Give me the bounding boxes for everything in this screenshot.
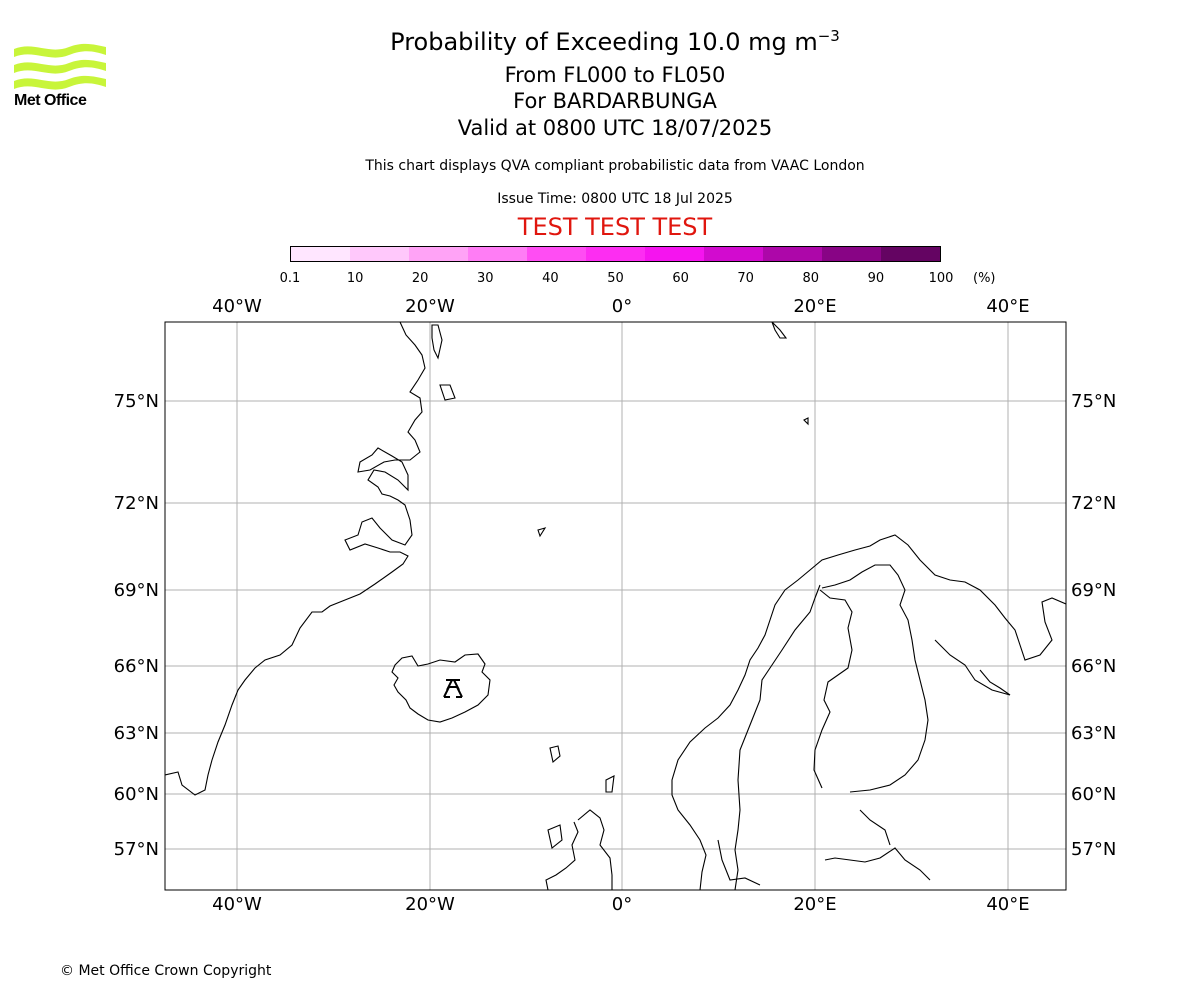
lat-label-right: 75°N bbox=[1071, 391, 1116, 412]
lat-label-left: 57°N bbox=[114, 839, 159, 860]
iceland-coast bbox=[391, 653, 491, 723]
valid-time: Valid at 0800 UTC 18/07/2025 bbox=[457, 116, 773, 140]
lat-label-left: 60°N bbox=[114, 784, 159, 805]
scandinavia-coast bbox=[671, 534, 1066, 890]
colorbar-tick-label: 60 bbox=[672, 271, 689, 286]
colorbar-tick-label: 50 bbox=[607, 271, 624, 286]
lat-label-right: 72°N bbox=[1071, 493, 1116, 514]
lat-label-left: 72°N bbox=[114, 493, 159, 514]
colorbar-tick-label: 80 bbox=[802, 271, 820, 286]
colorbar-tick-label: 30 bbox=[477, 271, 494, 286]
lon-label-bottom: 20°E bbox=[793, 894, 836, 915]
flight-levels: From FL000 to FL050 bbox=[504, 63, 726, 87]
lat-label-right: 69°N bbox=[1071, 580, 1116, 601]
britain-coast bbox=[545, 809, 613, 890]
test-banner: TEST TEST TEST bbox=[517, 213, 713, 241]
colorbar-tick-label: 90 bbox=[867, 271, 885, 286]
lat-label-right: 63°N bbox=[1071, 723, 1116, 744]
colorbar bbox=[290, 246, 941, 262]
lon-label-top: 0° bbox=[612, 296, 632, 317]
lat-label-left: 66°N bbox=[114, 656, 159, 677]
lat-label-right: 60°N bbox=[1071, 784, 1116, 805]
met-office-logo-icon bbox=[14, 43, 106, 90]
lat-label-right: 57°N bbox=[1071, 839, 1116, 860]
colorbar-tick-label: 20 bbox=[411, 271, 429, 286]
colorbar-segment bbox=[527, 247, 586, 261]
lon-label-top: 40°W bbox=[212, 296, 262, 317]
colorbar-segment bbox=[763, 247, 822, 261]
volcano-icon bbox=[443, 679, 463, 698]
lat-label-right: 66°N bbox=[1071, 656, 1116, 677]
colorbar-segment bbox=[704, 247, 763, 261]
colorbar-segment bbox=[881, 247, 940, 261]
map-frame bbox=[164, 321, 1067, 891]
lon-label-top: 20°W bbox=[405, 296, 455, 317]
colorbar-tick-label: 100 bbox=[928, 271, 954, 286]
colorbar-unit: (%) bbox=[973, 271, 996, 286]
colorbar-segment bbox=[409, 247, 468, 261]
axis-labels: 40°W 40°W 20°W 20°W 0° 0° 20°E 20°E 40°E 40°E 75°N… bbox=[114, 296, 1117, 915]
lat-label-left: 75°N bbox=[114, 391, 159, 412]
lat-label-left: 63°N bbox=[114, 723, 159, 744]
lon-label-bottom: 0° bbox=[612, 894, 632, 915]
colorbar-tick-label: 70 bbox=[737, 271, 754, 286]
issue-time: Issue Time: 0800 UTC 18 Jul 2025 bbox=[497, 191, 733, 207]
colorbar-segment bbox=[468, 247, 527, 261]
colorbar-tick-label: 40 bbox=[542, 271, 559, 286]
coastlines bbox=[165, 322, 1066, 890]
colorbar-segment bbox=[822, 247, 881, 261]
lon-label-bottom: 40°E bbox=[986, 894, 1029, 915]
logo-text: Met Office bbox=[14, 92, 87, 109]
volcano-name: For BARDARBUNGA bbox=[513, 89, 717, 113]
greenland-coast bbox=[165, 322, 426, 796]
lon-label-bottom: 40°W bbox=[212, 894, 262, 915]
chart-title: Probability of Exceeding 10.0 mg m−3 bbox=[0, 27, 1200, 56]
lon-label-bottom: 20°W bbox=[405, 894, 455, 915]
copyright: © Met Office Crown Copyright bbox=[60, 963, 272, 979]
colorbar-segment bbox=[645, 247, 704, 261]
colorbar-tick-label: 0.1 bbox=[279, 271, 301, 286]
qva-note: This chart displays QVA compliant probab… bbox=[365, 158, 865, 174]
colorbar-segment bbox=[586, 247, 645, 261]
lon-label-top: 20°E bbox=[793, 296, 836, 317]
colorbar-tick-label: 10 bbox=[346, 271, 364, 286]
graticule bbox=[165, 322, 1066, 890]
colorbar-segment bbox=[350, 247, 409, 261]
lon-label-top: 40°E bbox=[986, 296, 1029, 317]
lat-label-left: 69°N bbox=[114, 580, 159, 601]
colorbar-segment bbox=[291, 247, 350, 261]
title-superscript: −3 bbox=[817, 27, 840, 45]
title-main: Probability of Exceeding 10.0 mg m bbox=[390, 28, 818, 56]
